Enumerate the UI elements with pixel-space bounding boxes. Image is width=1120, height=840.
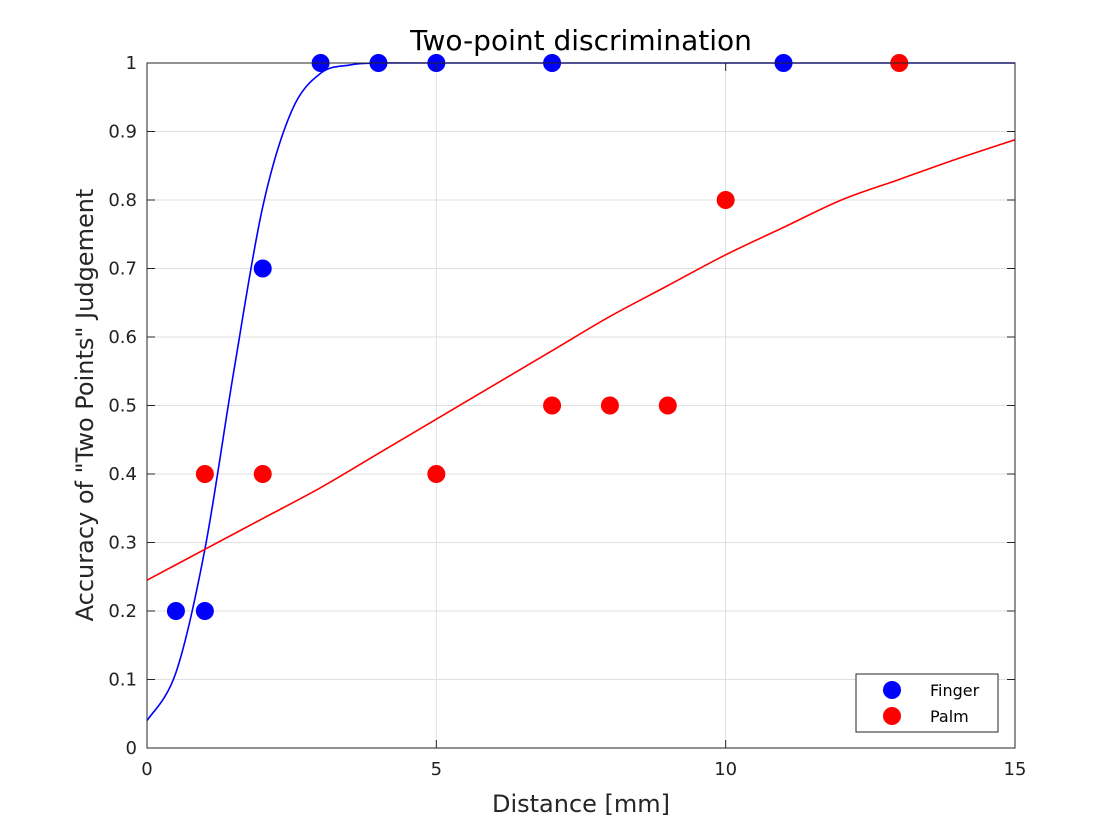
x-tick-label: 15	[1004, 759, 1027, 780]
y-tick-label: 0.3	[108, 533, 137, 554]
y-tick-label: 0.5	[108, 396, 137, 417]
y-tick-label: 0.6	[108, 327, 137, 348]
axis-ticks: 0 5 10 15 0 0.1 0.2 0.3 0.4 0.5 0.6 0.7 0.8 0.9 1	[108, 53, 1026, 780]
finger-data-point	[253, 259, 272, 278]
palm-data-point	[253, 465, 272, 483]
x-axis-label: Distance [mm]	[492, 790, 670, 818]
legend-box	[855, 673, 999, 733]
legend: Finger Palm	[855, 673, 999, 733]
y-tick-label: 0	[126, 738, 137, 759]
y-axis-label: Accuracy of "Two Points" Judgement	[71, 189, 99, 622]
chart-title: Two-point discrimination	[409, 24, 752, 57]
legend-finger-label: Finger	[930, 681, 980, 700]
x-tick-label: 5	[431, 759, 442, 780]
legend-finger-marker	[883, 681, 901, 699]
palm-data-point	[543, 396, 562, 415]
palm-data-point	[195, 465, 214, 483]
data-points	[166, 54, 909, 620]
finger-data-point	[166, 602, 185, 620]
grid-lines	[147, 63, 1015, 748]
palm-data-point	[716, 191, 735, 209]
y-tick-label: 0.9	[108, 122, 137, 143]
y-tick-label: 0.2	[108, 601, 137, 622]
palm-data-point	[427, 465, 446, 483]
finger-data-point	[195, 602, 214, 620]
palm-data-point	[658, 396, 677, 415]
palm-fit-curve	[146, 138, 1016, 581]
y-tick-label: 1	[126, 53, 137, 74]
legend-palm-label: Palm	[930, 707, 969, 726]
x-tick-label: 0	[141, 759, 152, 780]
legend-palm-marker	[883, 707, 901, 725]
palm-data-point	[600, 396, 619, 415]
y-tick-label: 0.1	[108, 670, 137, 691]
y-tick-label: 0.8	[108, 190, 137, 211]
x-tick-label: 10	[714, 759, 737, 780]
y-tick-label: 0.4	[108, 464, 137, 485]
y-tick-label: 0.7	[108, 259, 137, 280]
